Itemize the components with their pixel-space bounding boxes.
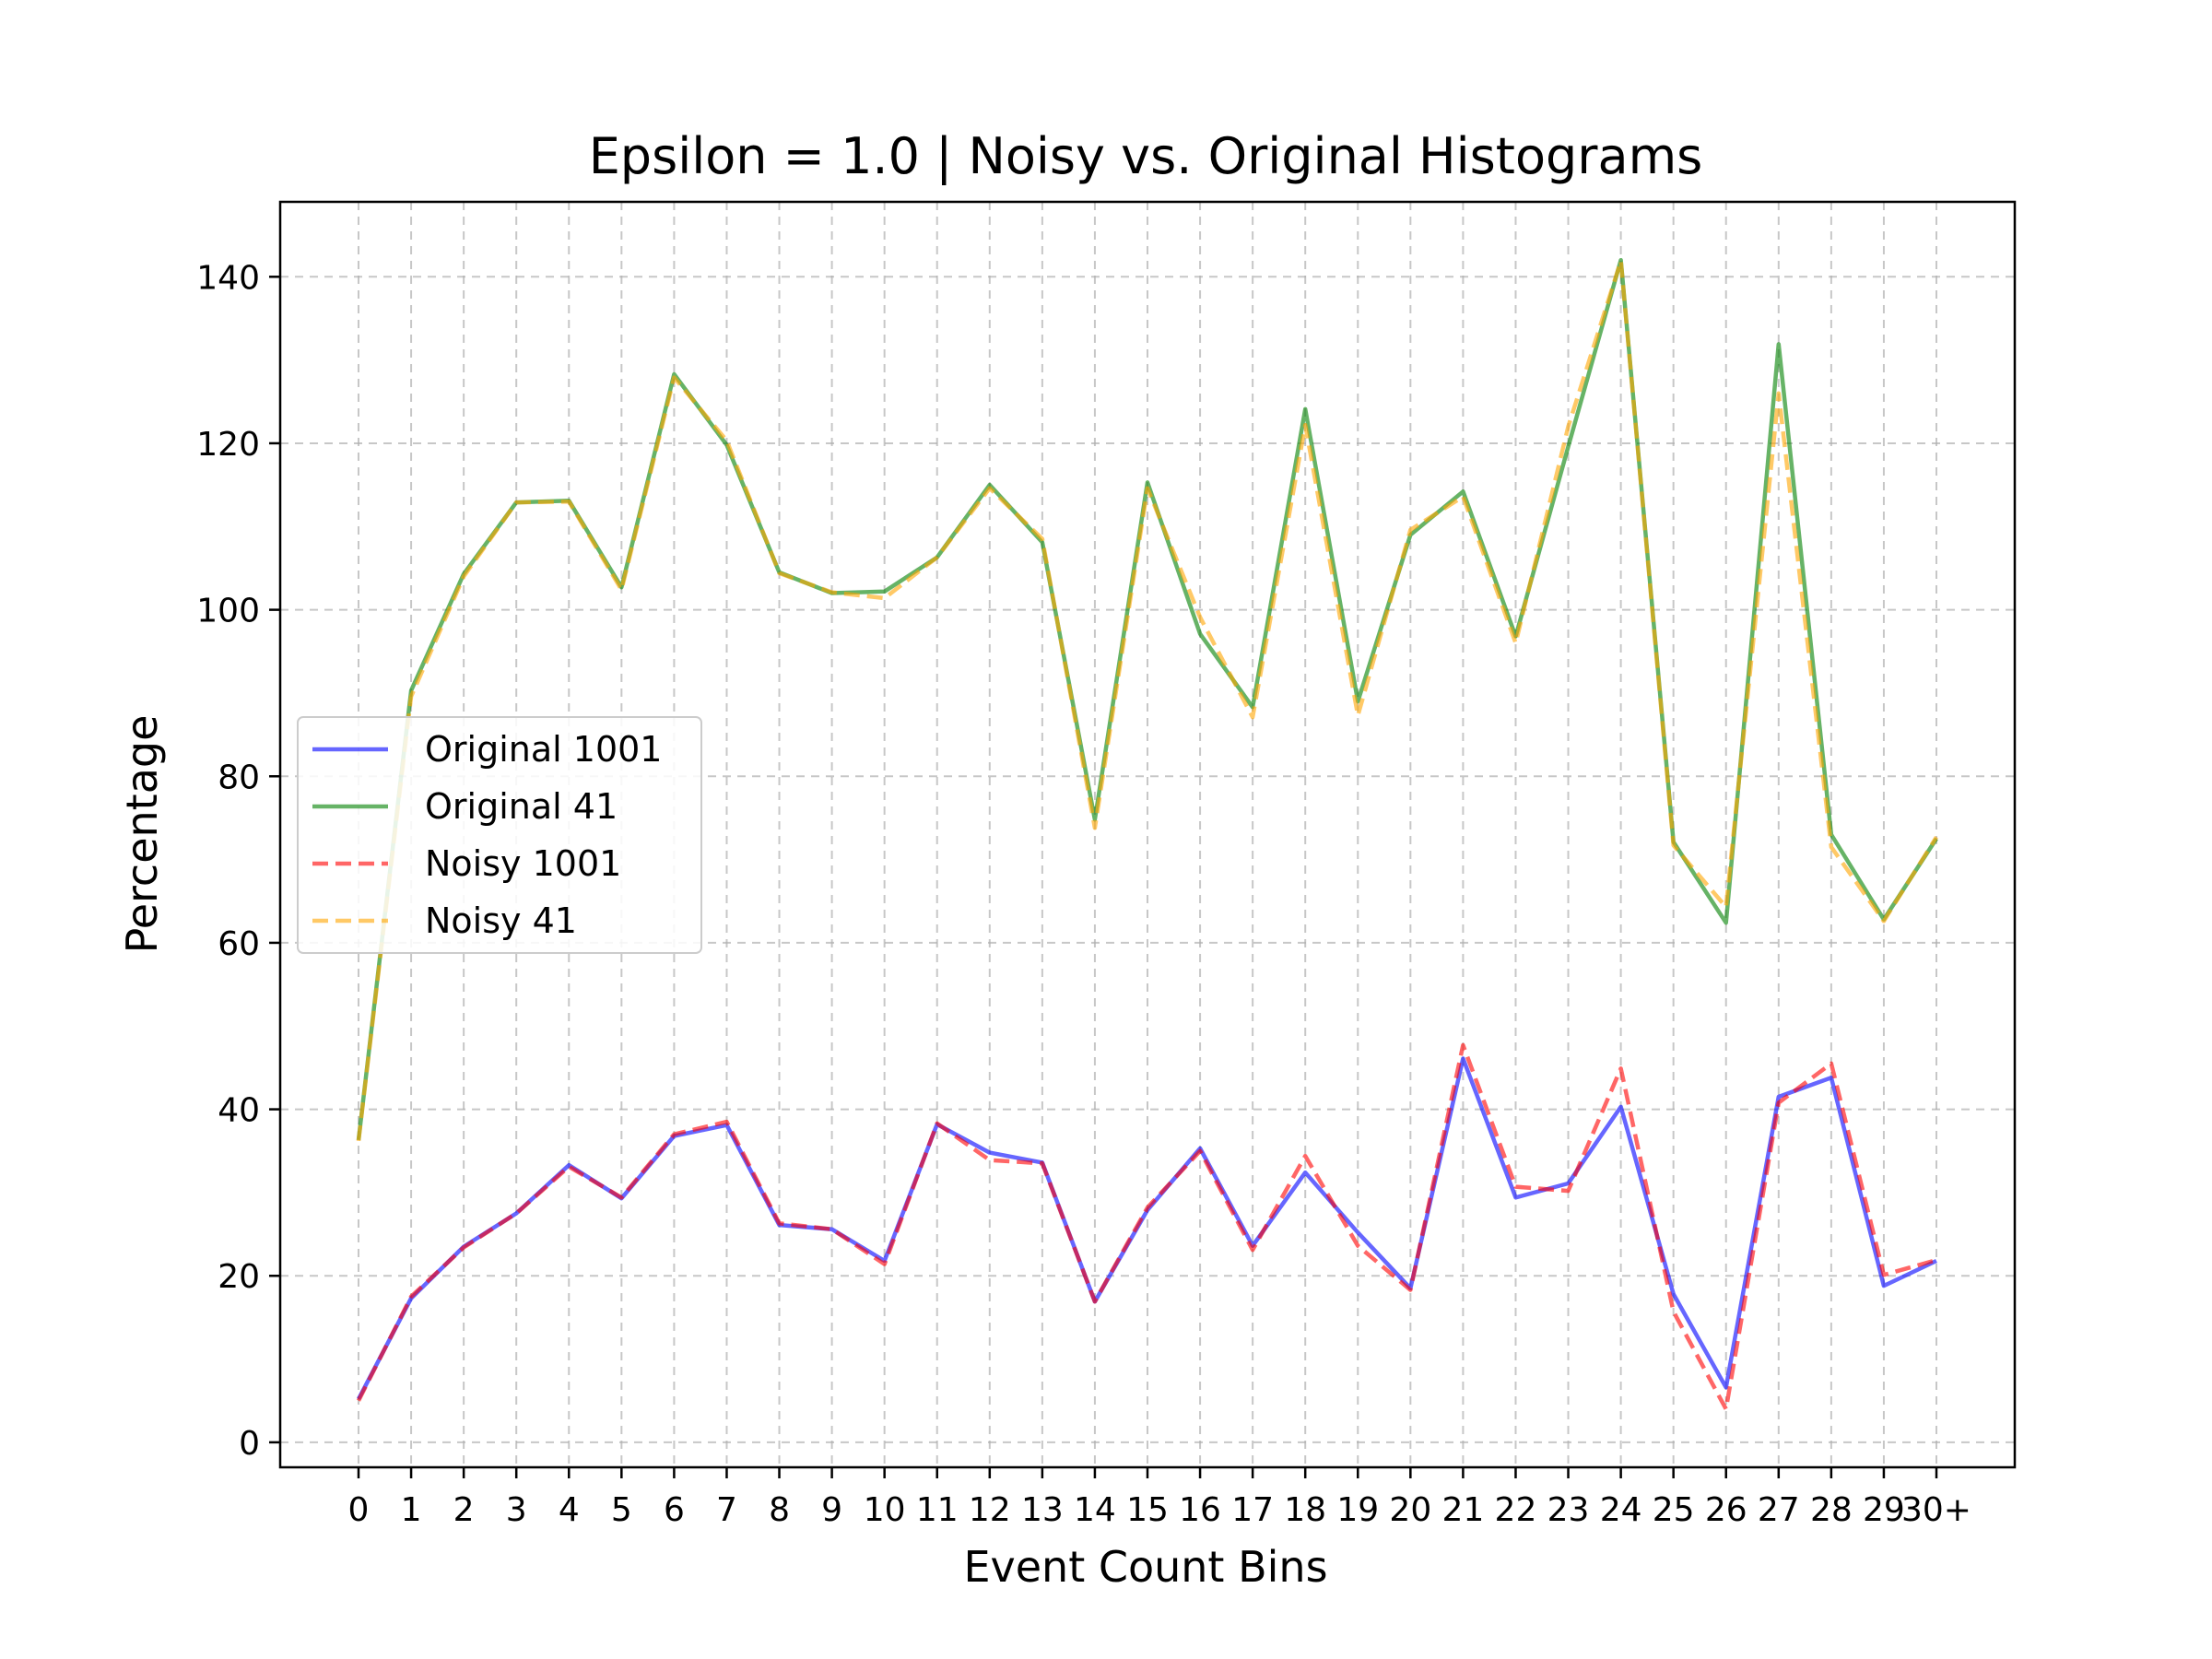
y-tick-label: 80 bbox=[218, 759, 260, 796]
x-tick-label: 21 bbox=[1441, 1491, 1484, 1529]
x-tick-label: 13 bbox=[1021, 1491, 1064, 1529]
legend-label: Original 41 bbox=[425, 786, 618, 827]
x-tick-label: 25 bbox=[1653, 1491, 1695, 1529]
x-tick-label: 12 bbox=[969, 1491, 1011, 1529]
x-tick-label: 17 bbox=[1231, 1491, 1274, 1529]
x-tick-label: 27 bbox=[1758, 1491, 1800, 1529]
x-tick-label: 10 bbox=[864, 1491, 906, 1529]
y-tick-label: 120 bbox=[196, 426, 260, 464]
series-layer bbox=[356, 257, 1938, 1412]
y-tick-label: 100 bbox=[196, 593, 260, 630]
legend: Original 1001 Original 41 Noisy 1001 Noisy … bbox=[297, 716, 702, 954]
x-tick-label: 23 bbox=[1547, 1491, 1590, 1529]
x-tick-label: 11 bbox=[916, 1491, 959, 1529]
legend-label: Noisy 41 bbox=[425, 900, 577, 941]
y-tick-label: 40 bbox=[218, 1092, 260, 1130]
x-tick-label: 19 bbox=[1336, 1491, 1379, 1529]
x-tick-label: 28 bbox=[1810, 1491, 1853, 1529]
x-tick-label: 7 bbox=[716, 1491, 737, 1529]
x-tick-label: 6 bbox=[664, 1491, 685, 1529]
x-tick-label: 26 bbox=[1705, 1491, 1747, 1529]
x-tick-label: 1 bbox=[401, 1491, 422, 1529]
legend-label: Original 1001 bbox=[425, 729, 662, 770]
x-tick-label: 5 bbox=[611, 1491, 632, 1529]
x-tick-label: 2 bbox=[453, 1491, 475, 1529]
y-axis-label: Percentage bbox=[117, 715, 167, 954]
x-tick-label: 9 bbox=[821, 1491, 842, 1529]
axis-ticks: 0 1 2 3 4 5 6 7 8 9 10 11 12 13 14 15 16 17 18 19 20 21 22 23 24… bbox=[196, 259, 1971, 1529]
x-tick-label: 24 bbox=[1600, 1491, 1642, 1529]
y-tick-label: 20 bbox=[218, 1258, 260, 1296]
x-tick-label: 20 bbox=[1389, 1491, 1431, 1529]
x-tick-label: 29 bbox=[1863, 1491, 1905, 1529]
series-line-2 bbox=[356, 1042, 1937, 1412]
x-tick-label: 3 bbox=[506, 1491, 527, 1529]
x-tick-label: 16 bbox=[1179, 1491, 1221, 1529]
x-tick-label: 30+ bbox=[1901, 1491, 1971, 1529]
series-line-3 bbox=[356, 258, 1938, 1142]
x-tick-label: 0 bbox=[348, 1491, 370, 1529]
grid bbox=[280, 202, 2015, 1467]
legend-box bbox=[297, 716, 702, 954]
x-tick-label: 14 bbox=[1074, 1491, 1116, 1529]
chart-title: Epsilon = 1.0 | Noisy vs. Original Histo… bbox=[589, 127, 1703, 185]
legend-label: Noisy 1001 bbox=[425, 843, 621, 884]
y-tick-label: 140 bbox=[196, 259, 260, 297]
y-tick-label: 60 bbox=[218, 925, 260, 963]
x-axis-label: Event Count Bins bbox=[963, 1542, 1327, 1592]
x-tick-label: 22 bbox=[1495, 1491, 1537, 1529]
x-tick-label: 15 bbox=[1126, 1491, 1169, 1529]
x-tick-label: 8 bbox=[769, 1491, 790, 1529]
x-tick-label: 18 bbox=[1284, 1491, 1326, 1529]
y-tick-label: 0 bbox=[239, 1425, 260, 1463]
x-tick-label: 4 bbox=[559, 1491, 580, 1529]
series-line-1 bbox=[356, 257, 1938, 1141]
